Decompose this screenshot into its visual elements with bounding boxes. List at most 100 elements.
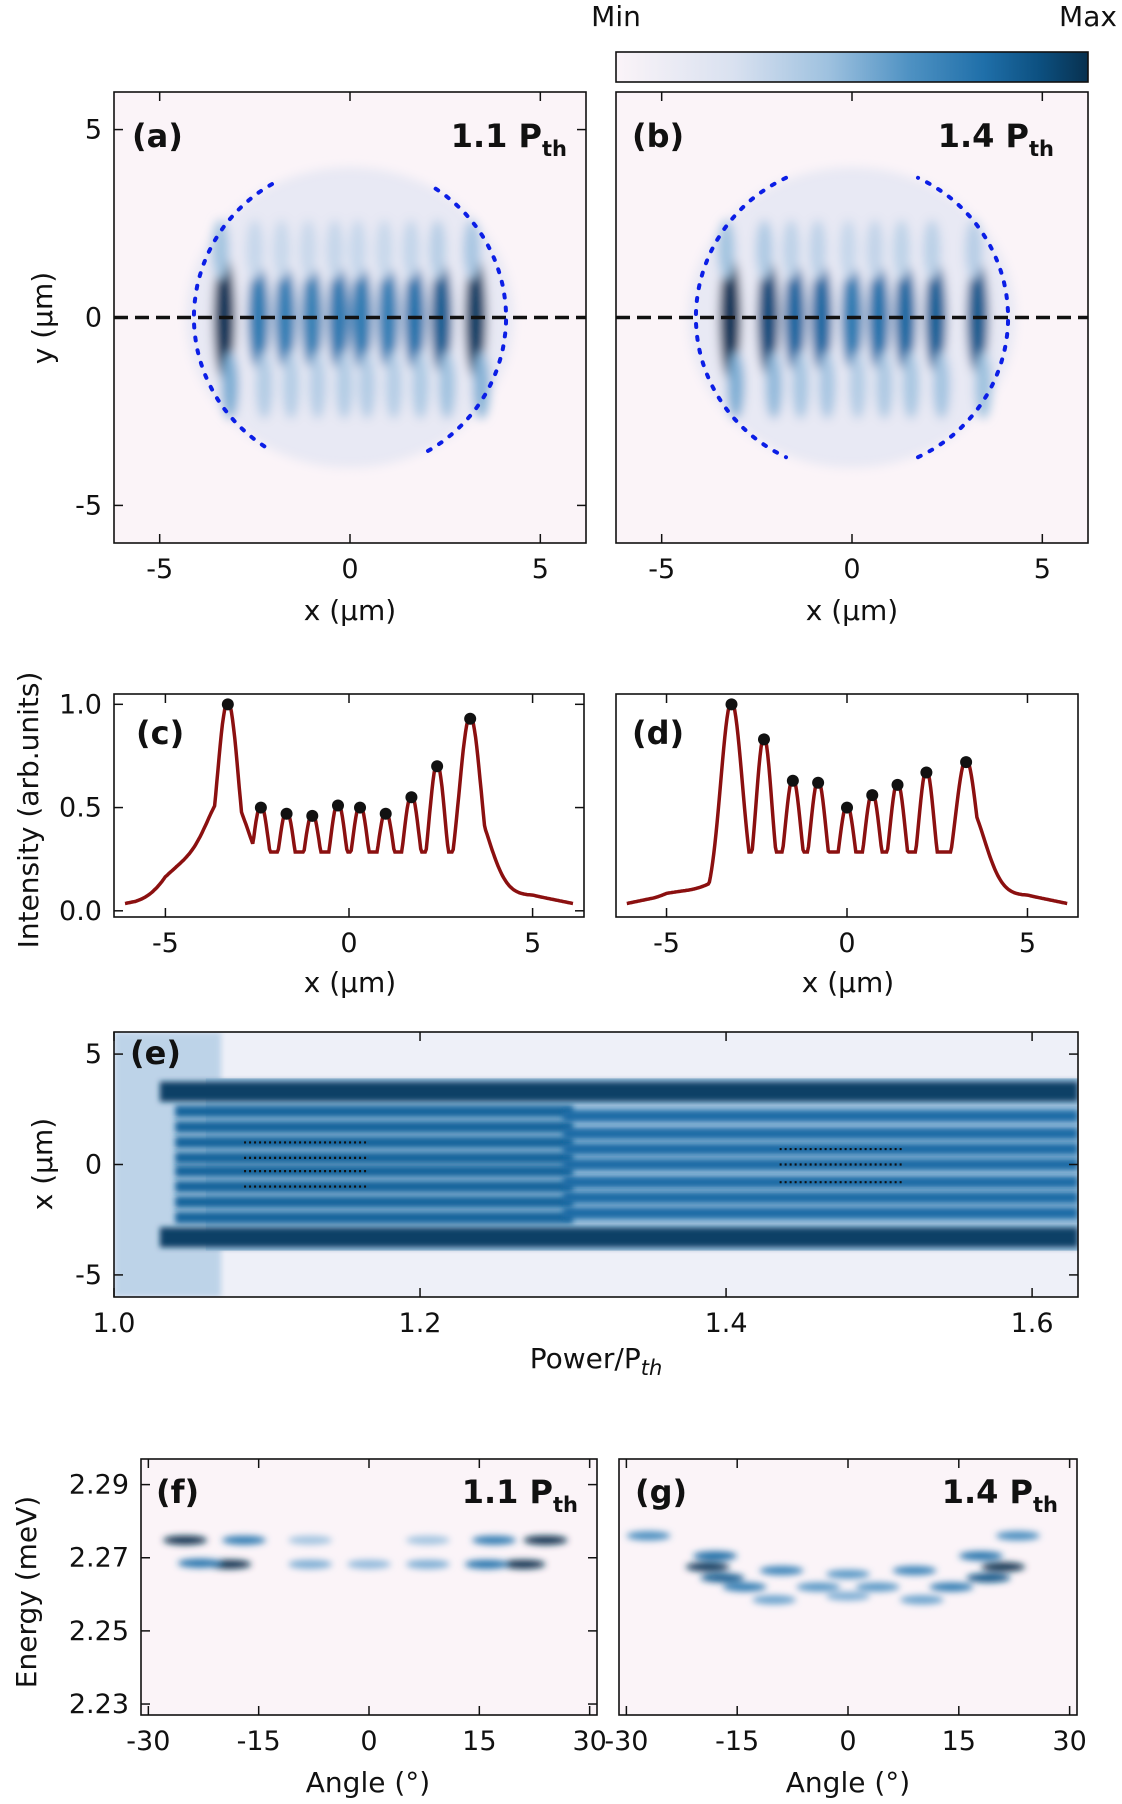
fringe-upper [755,219,773,280]
panel-c-ylabel: Intensity (arb.units) [12,672,45,949]
fringe-band-low [175,1151,574,1164]
emission-blob [626,1531,671,1541]
colorbar-gradient [615,51,1089,83]
panel-e-intensity-map [114,1032,1078,1297]
panel-f-axes: -30 -15 0 15 30 2.23 2.25 2.27 2.29 [69,1459,607,1757]
emission-blob [929,1582,974,1592]
emission-blob [722,1582,767,1592]
panel-e-ytick-label: -5 [75,1260,102,1291]
fringe-band-low [175,1120,574,1133]
emission-blob [892,1566,937,1576]
panel-a-xlabel: x (μm) [304,594,396,627]
fringe-band-high [563,1191,1078,1204]
fringe-lower [335,351,353,419]
panel-f-ylabel: Energy (meV) [10,1496,43,1688]
panel-d-label: (d) [632,714,684,752]
panel-a-ytick-label: 5 [85,115,102,146]
panel-f-power-label: 1.1 Pth [462,1473,578,1517]
emission-blob [221,1535,266,1545]
panel-f-xtick-label: -15 [237,1726,281,1757]
colorbar-max-label: Max [1059,0,1117,33]
panel-b-label: (b) [632,117,684,155]
colorbar: Min Max [591,0,1117,83]
panel-g-label: (g) [635,1473,687,1511]
fringe-upper [782,219,800,280]
panel-c: -5 0 5 0.0 0.5 1.0 (c) x (μm) Intensity (arb.… [12,672,585,999]
panel-f-power-sub: th [553,1493,578,1517]
dotted-arc-left [191,182,274,453]
panel-c-ytick-label: 0.0 [59,896,102,927]
peak-marker [464,712,477,725]
panel-a-ytick-label: -5 [75,490,102,521]
emission-blob [177,1558,222,1568]
panel-b: -5 0 5 (b) 1.4 Pth x (μm) [615,91,1089,627]
fringe-upper [349,219,367,280]
fringe-band-low [175,1211,574,1224]
emission-blob [523,1535,568,1545]
fringe-upper [429,219,447,280]
panel-a-ytick-label: 0 [85,303,102,334]
fringe-band-high [563,1207,1078,1220]
panel-d-xlabel: x (μm) [802,966,894,999]
fringe-lower [385,351,403,419]
fringe-band-low [175,1180,574,1193]
emission-blob [472,1535,517,1545]
fringe-lower [282,351,300,419]
fringe-lower [255,351,273,419]
peak-marker [812,776,825,789]
peak-marker [379,807,392,820]
panel-g: -30 -15 0 15 30 (g) 1.4 Pth Angle (°) [604,1458,1087,1799]
panel-f-intensity-map [163,1535,568,1569]
panel-d-xtick-label: 5 [1019,928,1036,959]
peak-marker [757,733,770,746]
panel-g-xtick-label: -30 [604,1726,648,1757]
panel-a-power-sub: th [542,137,567,161]
emission-blob [958,1551,1003,1561]
panel-g-xtick-label: -15 [715,1726,759,1757]
panel-g-background [619,1459,1077,1715]
fringe-band-low [175,1196,574,1209]
panel-f-xtick-label: 0 [360,1726,377,1757]
fringe-upper [965,219,983,280]
fringe-main [350,264,373,371]
panel-e-xtick-label: 1.4 [705,1308,748,1339]
emission-blob [759,1566,804,1576]
panel-b-xlabel: x (μm) [806,594,898,627]
fringe-band-low [175,1105,574,1118]
fringe-upper [463,219,481,280]
panel-f-ytick-label: 2.25 [69,1616,129,1647]
peak-marker [841,801,853,814]
fringe-upper [923,219,941,280]
fringe-lower [727,351,745,419]
panel-c-xtick-label: 0 [340,928,357,959]
fringe-band-low [175,1136,574,1149]
panel-f-xtick-label: 30 [572,1726,606,1757]
fringe-band-low [175,1165,574,1178]
fringe-lower [875,351,893,419]
panel-b-power-sub: th [1029,137,1054,161]
peak-marker [354,801,367,814]
peak-marker [331,799,344,812]
panel-b-xtick-label: 0 [843,554,860,585]
panel-g-power-label: 1.4 Pth [942,1473,1058,1517]
fringe-lower [438,351,456,419]
fringe-upper [246,219,264,280]
fringe-lower [974,351,992,419]
peak-marker [786,774,799,787]
panel-a-ylabel: y (μm) [26,272,59,364]
emission-blob [826,1569,870,1579]
panel-e-ytick-label: 5 [85,1039,102,1070]
outer-band [159,1081,1078,1102]
emission-blob [288,1559,333,1569]
panel-g-xlabel: Angle (°) [786,1766,910,1799]
panel-f-ytick-label: 2.27 [69,1543,129,1574]
emission-blob [855,1582,900,1592]
peak-marker [306,809,319,822]
emission-blob [752,1595,797,1605]
panel-g-xtick-label: 0 [839,1726,856,1757]
panel-d-plot [626,698,1068,906]
fringe-upper [717,219,735,280]
peak-marker [280,807,293,820]
fringe-lower [932,351,950,419]
